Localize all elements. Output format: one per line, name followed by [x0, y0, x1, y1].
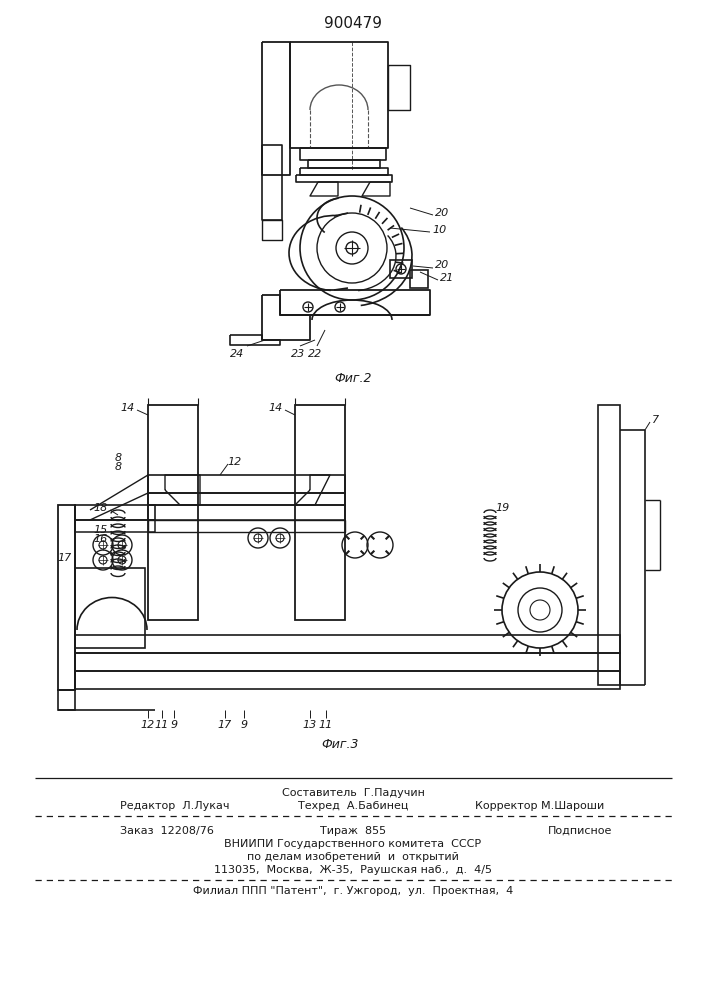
Text: 18: 18 [94, 503, 108, 513]
Text: ВНИИПИ Государственного комитета  СССР: ВНИИПИ Государственного комитета СССР [224, 839, 481, 849]
Text: 14: 14 [269, 403, 283, 413]
Bar [148, 520, 345, 532]
Text: 15: 15 [94, 525, 108, 535]
Text: 11: 11 [319, 720, 333, 730]
Text: 9: 9 [170, 720, 177, 730]
Text: Корректор М.Шароши: Корректор М.Шароши [475, 801, 604, 811]
Bar [410, 270, 428, 288]
Bar [75, 653, 620, 671]
Bar [390, 260, 412, 278]
Text: 8: 8 [115, 462, 122, 472]
Text: 113035,  Москва,  Ж-35,  Раушская наб.,  д.  4/5: 113035, Москва, Ж-35, Раушская наб., д. … [214, 865, 492, 875]
Text: Составитель  Г.Падучин: Составитель Г.Падучин [281, 788, 424, 798]
Text: 10: 10 [432, 225, 446, 235]
Text: 7: 7 [652, 415, 659, 425]
Bar [75, 671, 620, 689]
Text: 16: 16 [94, 534, 108, 544]
Text: Тираж  855: Тираж 855 [320, 826, 386, 836]
Text: Редактор  Л.Лукач: Редактор Л.Лукач [120, 801, 230, 811]
Text: Фиг.3: Фиг.3 [321, 738, 358, 751]
Bar [75, 505, 155, 520]
Text: Подписное: Подписное [548, 826, 612, 836]
Text: 12: 12 [141, 720, 155, 730]
Bar [75, 520, 155, 532]
Text: 20: 20 [435, 208, 449, 218]
Bar [58, 505, 75, 690]
Text: 11: 11 [155, 720, 169, 730]
Text: 900479: 900479 [324, 16, 382, 31]
Text: 13: 13 [303, 720, 317, 730]
Text: Филиал ППП "Патент",  г. Ужгород,  ул.  Проектная,  4: Филиал ППП "Патент", г. Ужгород, ул. Про… [193, 886, 513, 896]
Bar [75, 568, 145, 648]
Bar [598, 405, 620, 685]
Text: 20: 20 [435, 260, 449, 270]
Text: 8: 8 [115, 453, 122, 463]
Text: 9: 9 [240, 720, 247, 730]
Bar [148, 493, 345, 505]
Bar [295, 405, 345, 620]
Bar [58, 690, 75, 710]
Text: 24: 24 [230, 349, 244, 359]
Text: 17: 17 [218, 720, 232, 730]
Text: 21: 21 [440, 273, 455, 283]
Text: 19: 19 [495, 503, 509, 513]
Bar [75, 635, 620, 653]
Text: по делам изобретений  и  открытий: по делам изобретений и открытий [247, 852, 459, 862]
Text: 17: 17 [58, 553, 72, 563]
Text: 14: 14 [121, 403, 135, 413]
Text: Фиг.2: Фиг.2 [334, 372, 372, 385]
Text: 12: 12 [228, 457, 242, 467]
Text: 23: 23 [291, 349, 305, 359]
Text: Заказ  12208/76: Заказ 12208/76 [120, 826, 214, 836]
Bar [148, 405, 198, 620]
Bar [148, 505, 345, 520]
Bar [148, 475, 345, 493]
Text: Техред  А.Бабинец: Техред А.Бабинец [298, 801, 408, 811]
Text: 22: 22 [308, 349, 322, 359]
